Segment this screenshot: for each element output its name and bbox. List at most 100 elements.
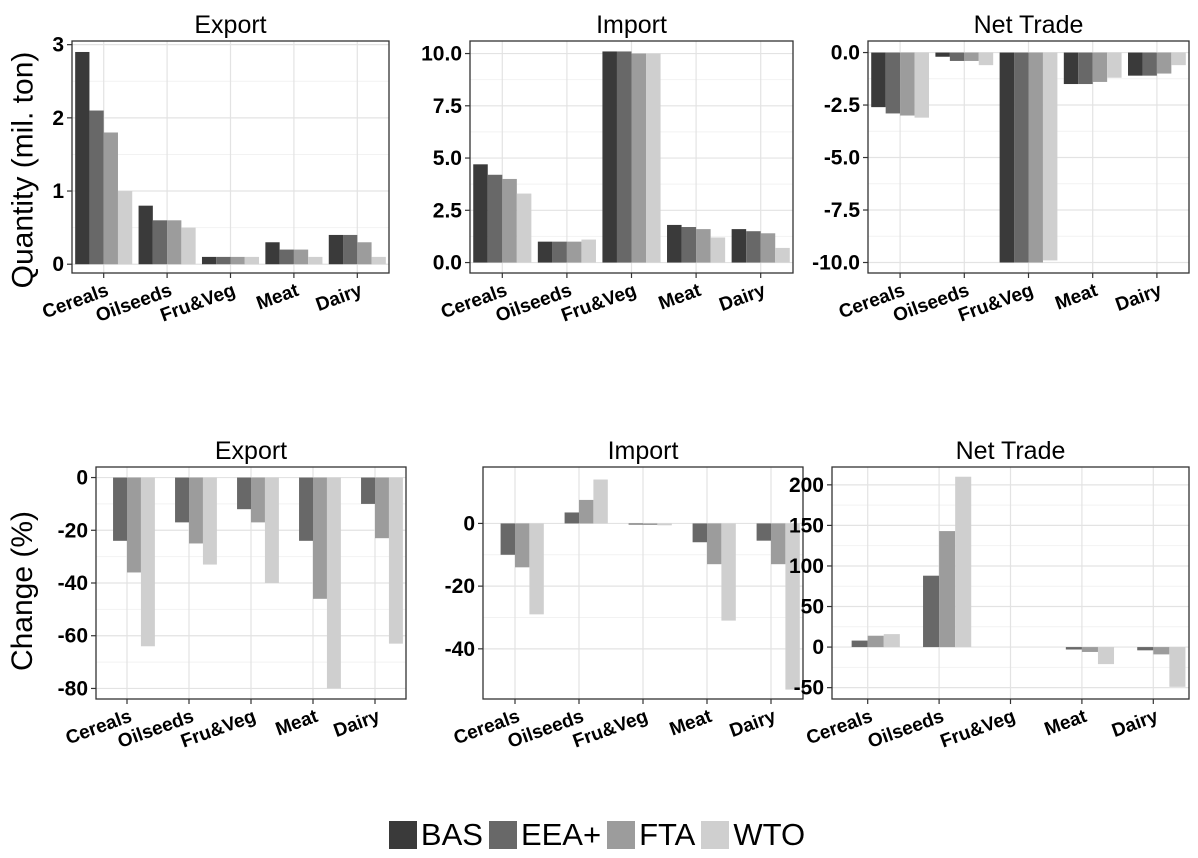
x-tick-label-fru-veg: Fru&Veg <box>570 706 651 752</box>
bar-fta-dairy <box>760 233 776 263</box>
bar-fta-fru-veg <box>631 53 647 263</box>
bar-fta-oilseeds <box>939 531 956 648</box>
x-tick-label-dairy: Dairy <box>1109 706 1161 742</box>
bar-bas-dairy <box>1128 52 1143 76</box>
bar-fta-meat <box>707 523 722 565</box>
bar-eea-oilseeds <box>152 220 168 265</box>
bar-eea-oilseeds <box>552 241 567 263</box>
bar-eea-fru-veg <box>237 477 251 510</box>
y-tick-label: 0 <box>463 512 475 535</box>
x-tick-label-meat: Meat <box>667 706 715 741</box>
legend-item-eea: EEA+ <box>488 817 605 853</box>
bar-eea-cereals <box>500 523 515 555</box>
bar-eea-fru-veg <box>216 256 231 265</box>
bar-wto-meat <box>326 477 341 689</box>
bar-wto-dairy <box>775 247 790 263</box>
bar-eea-dairy <box>756 523 771 541</box>
x-tick-label-meat: Meat <box>656 280 704 315</box>
bar-wto-cereals <box>529 523 544 615</box>
bar-bas-cereals <box>75 51 90 265</box>
bar-fta-dairy <box>1156 52 1172 74</box>
legend-key-bas <box>388 821 417 849</box>
bar-fta-meat <box>313 477 327 599</box>
legend: BAS EEA+ FTA WTO <box>0 812 1198 858</box>
bar-wto-oilseeds <box>202 477 217 565</box>
bar-eea-dairy <box>1137 647 1154 651</box>
bar-fta-oilseeds <box>964 52 979 61</box>
bar-wto-cereals <box>140 477 155 647</box>
bar-wto-fru-veg <box>646 53 661 263</box>
y-tick-label: 5.0 <box>433 147 462 170</box>
x-tick-label-dairy: Dairy <box>727 706 779 742</box>
bar-bas-fru-veg <box>999 52 1015 263</box>
row-label-bottom: Change (%) <box>0 466 46 716</box>
bar-bas-oilseeds <box>537 241 553 263</box>
y-tick-label: 200 <box>789 474 824 497</box>
bar-bas-dairy <box>328 234 344 265</box>
y-tick-label: -20 <box>445 575 475 598</box>
legend-label-bas: BAS <box>420 817 483 852</box>
bar-eea-oilseeds <box>564 512 579 524</box>
legend-item-bas: BAS <box>388 817 487 853</box>
y-axis-title-quantity: Quantity (mil. ton) <box>6 51 40 289</box>
x-tick-label-meat: Meat <box>1042 706 1090 741</box>
y-tick-label: -40 <box>445 638 475 661</box>
panel-title: Net Trade <box>974 11 1084 39</box>
legend-label-wto: WTO <box>733 817 806 852</box>
legend-label-eea: EEA+ <box>520 817 602 852</box>
bar-eea-cereals <box>487 174 503 263</box>
bar-wto-oilseeds <box>593 479 608 524</box>
legend-item-wto: WTO <box>701 817 809 853</box>
bar-eea-meat <box>1078 52 1093 85</box>
bar-fta-oilseeds <box>579 499 594 524</box>
x-tick-label-fru-veg: Fru&Veg <box>559 280 640 326</box>
bar-wto-dairy <box>1169 647 1186 687</box>
y-tick-label: 150 <box>789 514 824 537</box>
y-tick-label: 1 <box>52 180 64 203</box>
bar-bas-oilseeds <box>138 205 153 265</box>
panel-title: Export <box>194 11 266 39</box>
x-tick-label-oilseeds: Oilseeds <box>865 706 947 753</box>
x-tick-label-fru-veg: Fru&Veg <box>938 706 1019 752</box>
bar-eea-dairy <box>343 234 358 265</box>
bar-eea-meat <box>279 249 294 265</box>
bar-wto-meat <box>1107 52 1122 78</box>
bar-eea-oilseeds <box>175 477 189 523</box>
bar-wto-oilseeds <box>181 227 196 265</box>
y-tick-label: 10.0 <box>421 43 462 66</box>
panel-title: Export <box>215 437 287 465</box>
y-tick-label: 3 <box>52 34 64 57</box>
x-tick-label-dairy: Dairy <box>331 706 383 742</box>
bar-wto-oilseeds <box>955 476 972 648</box>
bar-wto-fru-veg <box>244 256 260 265</box>
bar-fta-cereals <box>502 178 517 263</box>
bar-eea-dairy <box>1142 52 1157 76</box>
y-tick-label: 0 <box>52 253 64 276</box>
x-tick-label-dairy: Dairy <box>313 280 365 316</box>
y-tick-label: -20 <box>58 519 88 542</box>
bar-bas-meat <box>265 242 280 265</box>
bar-wto-fru-veg <box>264 477 279 583</box>
x-tick-label-meat: Meat <box>254 280 302 315</box>
y-tick-label: 50 <box>801 596 824 619</box>
bar-fta-meat <box>1092 52 1108 82</box>
bar-fta-cereals <box>103 132 118 265</box>
bar-fta-dairy <box>375 477 389 539</box>
y-tick-label: -5.0 <box>824 147 860 170</box>
bar-eea-dairy <box>361 477 375 504</box>
y-tick-label: -2.5 <box>824 94 861 117</box>
panel-title: Import <box>608 437 679 465</box>
bar-eea-cereals <box>885 52 901 114</box>
x-tick-label-cereals: Cereals <box>804 706 876 749</box>
bar-eea-oilseeds <box>949 52 965 61</box>
legend-label-fta: FTA <box>639 817 696 852</box>
bar-wto-dairy <box>1171 52 1186 66</box>
bar-eea-fru-veg <box>616 51 632 263</box>
legend-key-eea <box>488 821 517 849</box>
x-tick-label-meat: Meat <box>273 706 321 741</box>
bar-wto-dairy <box>371 256 386 265</box>
y-tick-label: -50 <box>794 677 824 700</box>
bar-eea-meat <box>299 477 313 541</box>
